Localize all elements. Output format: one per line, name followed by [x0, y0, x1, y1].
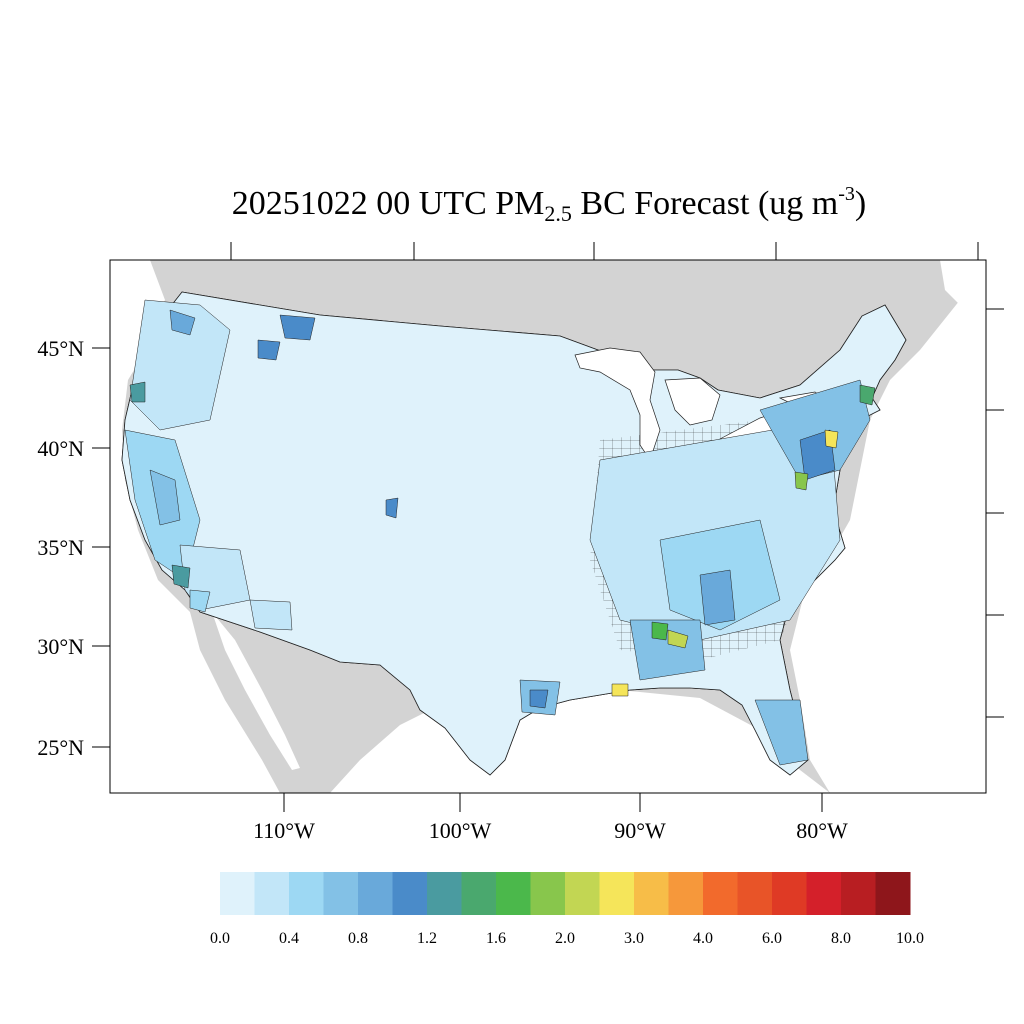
lat-label-30: 30°N: [37, 634, 84, 659]
map-title: 20251022 00 UTC PM2.5 BC Forecast (ug m-…: [231, 183, 867, 226]
colorbar-box: [737, 872, 773, 915]
lon-label-80: 80°W: [796, 818, 848, 843]
colorbar-tick-label: 10.0: [896, 930, 924, 947]
colorbar-box: [427, 872, 462, 915]
hudson-bay-area: [940, 260, 986, 305]
left-ticks: [92, 347, 110, 748]
lon-label-110: 110°W: [253, 818, 315, 843]
colorbar-box: [772, 872, 807, 915]
colorbar-box: [461, 872, 497, 915]
colorbar-box: [806, 872, 842, 915]
lat-label-25: 25°N: [37, 735, 84, 760]
right-ticks: [986, 308, 1004, 718]
colorbar-box: [875, 872, 911, 915]
colorbar-box: [220, 872, 255, 915]
colorbar-box: [254, 872, 290, 915]
lon-label-100: 100°W: [429, 818, 492, 843]
colorbar-tick-label: 0.8: [348, 930, 368, 947]
colorbar-tick-label: 1.6: [486, 930, 506, 947]
colorbar-box: [634, 872, 669, 915]
top-ticks: [230, 242, 979, 260]
colorbar-box: [841, 872, 876, 915]
colorbar-box: [599, 872, 635, 915]
atlantic-ocean: [790, 260, 986, 793]
colorbar-box: [668, 872, 704, 915]
gulf-of-california: [212, 612, 300, 770]
gulf-of-mexico: [330, 665, 830, 793]
colorbar-tick-label: 6.0: [762, 930, 782, 947]
colorbar-box: [392, 872, 428, 915]
lat-label-35: 35°N: [37, 535, 84, 560]
colorbar-tick-label: 8.0: [831, 930, 851, 947]
colorbar-tick-label: 4.0: [693, 930, 713, 947]
colorbar-tick-label: 0.0: [210, 930, 230, 947]
colorbar-tick-label: 0.4: [279, 930, 299, 947]
map-frame: [109, 259, 987, 794]
colorbar-labels: 0.0 0.4 0.8 1.2 1.6 2.0 3.0 4.0 6.0 8.0 10.0: [210, 930, 924, 947]
colorbar-box: [358, 872, 393, 915]
pacific-ocean: [110, 260, 280, 793]
lat-label-45: 45°N: [37, 336, 84, 361]
colorbar-box: [496, 872, 531, 915]
lat-label-40: 40°N: [37, 436, 84, 461]
colorbar-box: [530, 872, 566, 915]
colorbar-box: [565, 872, 600, 915]
colorbar-box: [323, 872, 359, 915]
colorbar-tick-label: 1.2: [417, 930, 437, 947]
colorbar-box: [703, 872, 738, 915]
colorbar-box: [289, 872, 324, 915]
bottom-ticks: [283, 793, 823, 812]
colorbar-tick-label: 2.0: [555, 930, 575, 947]
concentration-regions: [124, 299, 876, 766]
colorbar-tick-label: 3.0: [624, 930, 644, 947]
colorbar: [220, 872, 911, 915]
lake-huron: [664, 377, 721, 426]
lon-label-90: 90°W: [614, 818, 666, 843]
